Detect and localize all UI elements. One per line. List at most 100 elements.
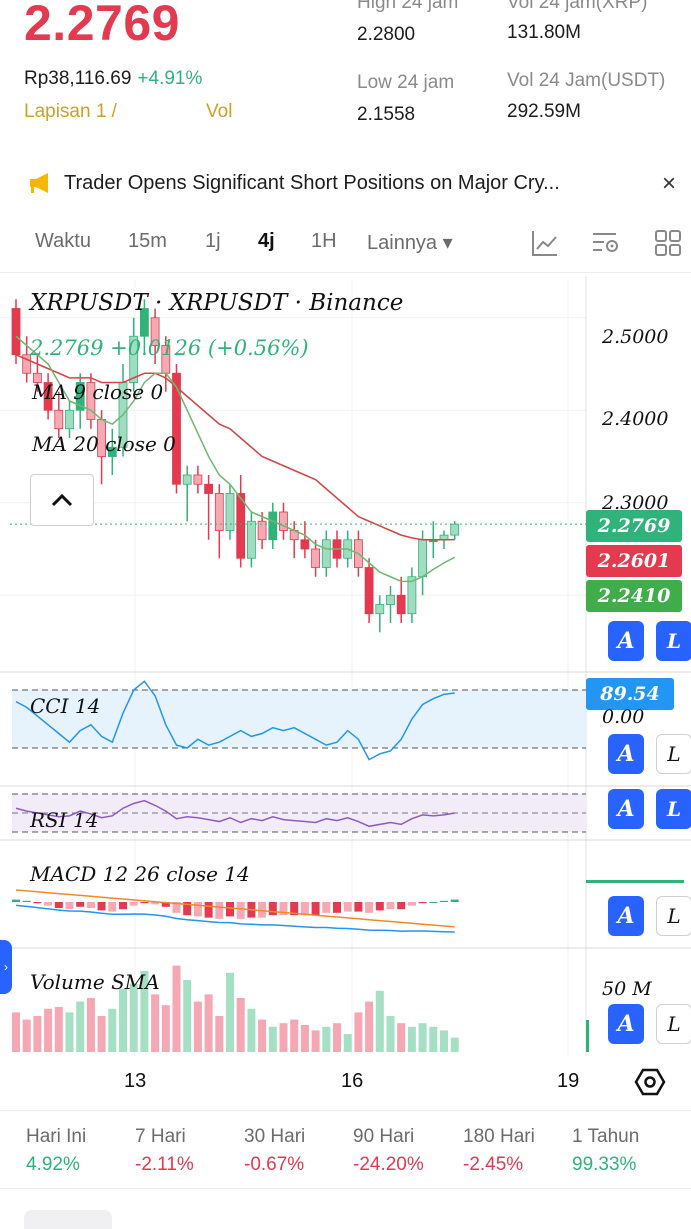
- candle-down: [193, 474, 203, 485]
- low-24h-value: 2.1558: [357, 104, 416, 125]
- vol-usdt-value: 292.59M: [507, 101, 581, 122]
- auto-scale-button[interactable]: A: [608, 734, 644, 774]
- macd-histogram-bar: [172, 902, 181, 913]
- expand-sidebar-handle[interactable]: ›: [0, 940, 12, 994]
- macd-histogram-bar: [44, 902, 53, 906]
- candle-up: [386, 594, 395, 605]
- macd-histogram-bar: [418, 902, 427, 904]
- tf-1j[interactable]: 1j: [205, 230, 221, 252]
- perf-label: 90 Hari: [353, 1126, 415, 1147]
- log-scale-button[interactable]: L: [656, 734, 691, 774]
- macd-histogram-bar: [343, 902, 352, 912]
- tf-waktu[interactable]: Waktu: [35, 230, 91, 252]
- macd-histogram-bar: [375, 902, 384, 911]
- volume-bar: [226, 972, 234, 1052]
- cci-line: [15, 680, 455, 761]
- log-scale-button[interactable]: L: [656, 789, 691, 829]
- layer-link[interactable]: Lapisan 1 /: [24, 101, 117, 122]
- volume-bar: [54, 1007, 63, 1052]
- log-scale-button[interactable]: L: [656, 621, 691, 661]
- tf-15m[interactable]: 15m: [128, 230, 167, 252]
- last-price-badge: 2.2769: [586, 510, 682, 542]
- auto-scale-button[interactable]: A: [608, 1004, 644, 1044]
- vol-link[interactable]: Vol: [206, 101, 233, 122]
- news-headline[interactable]: Trader Opens Significant Short Positions…: [64, 172, 560, 194]
- macd-histogram-bar: [354, 902, 363, 912]
- close-icon[interactable]: ×: [662, 170, 677, 197]
- perf-value: -2.45%: [463, 1154, 524, 1175]
- tf-1h[interactable]: 1H: [311, 230, 337, 252]
- price-axis-label: 2.5000: [602, 326, 669, 348]
- macd-histogram-bar: [450, 899, 459, 902]
- ma20-legend[interactable]: MA 20 close 0: [32, 432, 176, 456]
- macd-histogram-bar: [311, 902, 320, 916]
- candle-down: [396, 594, 406, 615]
- volume-legend[interactable]: Volume SMA: [30, 970, 160, 994]
- macd-histogram-bar: [22, 900, 31, 902]
- macd-histogram-bar: [97, 902, 106, 911]
- candle-down: [172, 372, 181, 485]
- price-axis-label: 2.3000: [602, 492, 669, 514]
- macd-histogram-bar: [279, 902, 288, 916]
- macd-histogram-bar: [397, 902, 406, 910]
- macd-histogram-bar: [119, 902, 127, 910]
- tf-more-dropdown[interactable]: Lainnya ▾: [367, 232, 453, 254]
- settings-sliders-icon[interactable]: [590, 228, 622, 258]
- candle-up: [407, 576, 417, 615]
- macd-histogram-bar: [129, 902, 138, 906]
- volume-bar: [407, 1026, 416, 1052]
- ma20-badge: 2.2601: [586, 545, 682, 577]
- volume-bar: [33, 1016, 42, 1052]
- auto-scale-button[interactable]: A: [608, 621, 644, 661]
- candle-down: [257, 520, 267, 541]
- candle-up: [225, 493, 235, 531]
- volume-bar: [140, 971, 149, 1052]
- candle-down: [33, 372, 42, 383]
- volume-bar: [343, 1034, 352, 1052]
- volume-bar: [279, 1023, 288, 1052]
- candle-down: [311, 548, 321, 568]
- candle-down: [150, 317, 160, 346]
- high-24h-label: High 24 jam: [357, 0, 459, 13]
- high-24h-value: 2.2800: [357, 24, 416, 45]
- auto-scale-button[interactable]: A: [608, 896, 644, 936]
- candle-down: [279, 511, 288, 531]
- macd-histogram-bar: [54, 902, 63, 908]
- rsi-legend[interactable]: RSI 14: [30, 808, 99, 832]
- ma9-legend[interactable]: MA 9 close 0: [32, 380, 164, 404]
- perf-label: 30 Hari: [244, 1126, 306, 1147]
- macd-histogram-bar: [300, 902, 309, 916]
- log-scale-button[interactable]: L: [656, 896, 691, 936]
- volume-bar: [311, 1030, 320, 1052]
- date-axis-label: 16: [341, 1070, 364, 1092]
- log-scale-button[interactable]: L: [656, 1004, 691, 1044]
- tf-4j[interactable]: 4j: [258, 230, 275, 252]
- rsi-line: [15, 799, 455, 828]
- perf-value: -0.67%: [244, 1154, 305, 1175]
- volume-bar: [418, 1023, 427, 1052]
- price-chart[interactable]: [0, 274, 691, 1058]
- candle-down: [22, 354, 32, 374]
- perf-value: 99.33%: [572, 1154, 637, 1175]
- macd-histogram-bar: [183, 902, 192, 916]
- macd-histogram-bar: [215, 902, 224, 919]
- macd-histogram-bar: [268, 902, 277, 916]
- volume-bar: [183, 980, 192, 1052]
- volume-bar: [365, 1001, 374, 1052]
- auto-scale-button[interactable]: A: [608, 789, 644, 829]
- macd-histogram-bar: [76, 902, 85, 907]
- bottom-tab[interactable]: [24, 1210, 112, 1229]
- volume-bar: [300, 1025, 309, 1052]
- cci-legend[interactable]: CCI 14: [30, 694, 101, 718]
- grid-layout-icon[interactable]: [653, 228, 683, 258]
- cci-band: [12, 690, 586, 748]
- chart-settings-icon[interactable]: [634, 1066, 666, 1098]
- ma9-badge: 2.2410: [586, 580, 682, 612]
- indicator-icon[interactable]: [530, 228, 560, 258]
- macd-legend[interactable]: MACD 12 26 close 14: [30, 862, 250, 886]
- candle-up: [139, 308, 149, 337]
- macd-histogram-bar: [108, 902, 117, 912]
- perf-label: Hari Ini: [26, 1126, 87, 1147]
- chart-title: XRPUSDT · XRPUSDT · Binance: [30, 290, 404, 316]
- collapse-legend-button[interactable]: [30, 474, 94, 526]
